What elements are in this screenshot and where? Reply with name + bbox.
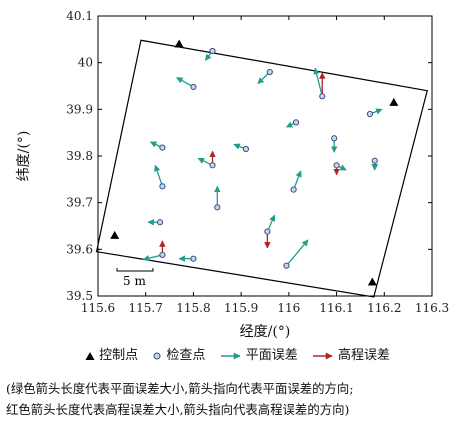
check-point	[209, 162, 216, 169]
legend-height-label: 高程误差	[338, 348, 391, 363]
x-tick-label: 115.8	[176, 301, 210, 315]
check-point	[264, 228, 271, 235]
x-tick-label: 116	[277, 301, 300, 315]
check-point	[159, 144, 166, 151]
legend-plan-label: 平面误差	[245, 348, 298, 363]
circle-icon	[153, 352, 161, 359]
legend-check: 检查点	[152, 344, 205, 363]
axis-ticks	[97, 15, 433, 297]
check-point	[159, 251, 166, 259]
plot-frame	[97, 15, 433, 297]
check-point	[333, 162, 340, 169]
check-point	[366, 110, 374, 118]
x-tick-label: 116.3	[415, 301, 449, 315]
x-tick-label: 115.6	[81, 301, 115, 315]
plan-error-arrow	[176, 77, 194, 88]
legend-control: 控制点	[85, 344, 138, 363]
y-tick-labels: 39.5 39.6 39.7 39.8 39.9 40 40.1	[66, 9, 93, 303]
legend-check-label: 检查点	[166, 348, 206, 363]
legend-plan: 平面误差	[220, 344, 298, 363]
y-tick-label: 39.7	[66, 196, 93, 210]
legend-height: 高程误差	[312, 344, 390, 363]
chart-figure: 115.6 115.7 115.8 115.9 116 116.1 116.2 116.3 3…	[16, 9, 449, 340]
check-point	[190, 83, 197, 91]
y-tick-label: 39.9	[66, 102, 93, 116]
check-point	[290, 186, 297, 193]
check-point	[242, 145, 250, 153]
control-point	[367, 277, 377, 286]
y-tick-label: 40	[78, 56, 93, 70]
check-point	[156, 219, 164, 226]
control-point	[110, 230, 120, 239]
points-layer	[110, 39, 399, 286]
check-point	[190, 255, 197, 262]
x-axis-label: 经度/(°)	[240, 324, 291, 340]
check-point	[292, 119, 300, 126]
x-tick-label: 116.2	[367, 301, 401, 315]
image-footprint	[95, 39, 428, 298]
check-point	[331, 135, 338, 142]
legend-control-label: 控制点	[99, 348, 139, 363]
plan-error-arrow	[154, 164, 164, 187]
x-tick-label: 115.7	[129, 301, 163, 315]
red-arrow-icon	[312, 352, 333, 359]
green-arrow-icon	[220, 352, 241, 359]
y-tick-label: 40.1	[66, 9, 93, 23]
x-tick-label: 116.1	[319, 301, 353, 315]
plan-error-arrow	[285, 239, 309, 267]
control-point	[389, 97, 399, 106]
y-tick-label: 39.6	[66, 242, 93, 256]
check-point	[283, 262, 290, 269]
y-axis-label: 纬度/(°)	[16, 131, 32, 182]
x-tick-labels: 115.6 115.7 115.8 115.9 116 116.1 116.2 116.3	[81, 301, 449, 315]
legend: 控制点 检查点 平面误差 高程误差	[0, 344, 475, 363]
plan-error-arrow	[313, 67, 323, 97]
plan-error-arrow	[293, 170, 302, 190]
y-tick-label: 39.5	[66, 289, 93, 303]
scale-bar-label: 5 m	[123, 274, 146, 288]
x-tick-label: 115.9	[224, 301, 258, 315]
caption-line-1: (绿色箭头长度代表平面误差大小,箭头指向代表平面误差的方向;	[6, 381, 354, 396]
check-point	[159, 183, 166, 190]
caption: (绿色箭头长度代表平面误差大小,箭头指向代表平面误差的方向; 红色箭头长度代表高…	[6, 378, 474, 420]
plan-error-arrow	[142, 254, 163, 262]
y-tick-label: 39.8	[66, 149, 93, 163]
check-point	[319, 93, 326, 100]
check-point	[371, 157, 378, 164]
control-point	[174, 39, 184, 48]
caption-line-2: 红色箭头长度代表高程误差大小,箭头指向代表高程误差的方向)	[6, 402, 350, 417]
error-arrows	[142, 50, 383, 267]
triangle-icon	[85, 351, 95, 360]
check-point	[209, 47, 216, 55]
check-point	[214, 204, 221, 211]
scale-bar: 5 m	[116, 268, 154, 288]
check-point	[266, 68, 273, 76]
